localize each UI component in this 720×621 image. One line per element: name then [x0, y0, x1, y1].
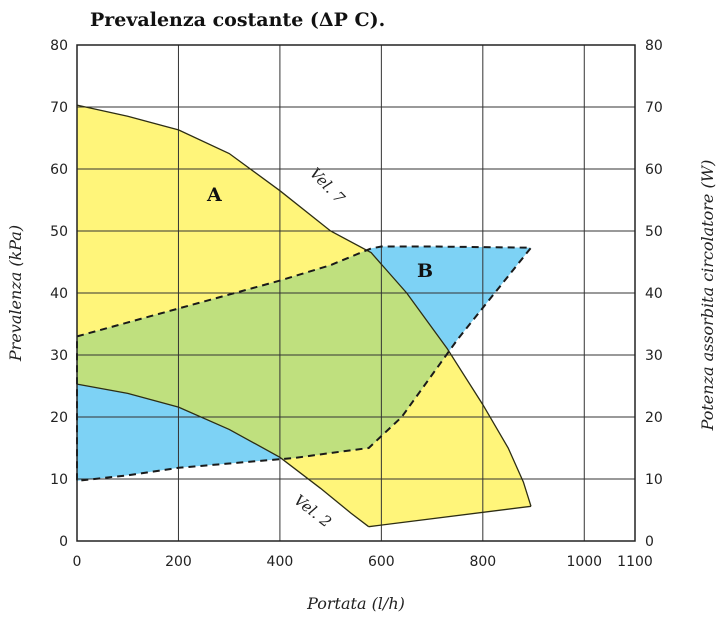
y-tick-label-0: 0	[59, 534, 68, 550]
vel7-label: Vel. 7	[306, 164, 349, 207]
x-tick-label-5: 1000	[566, 554, 602, 570]
region-a-closing-line	[368, 505, 532, 528]
region-a-label: A	[206, 184, 222, 206]
x-axis-label: Portata (l/h)	[306, 594, 405, 613]
y2-tick-label-8: 80	[645, 38, 663, 54]
y2-tick-label-4: 40	[645, 286, 663, 302]
region-b-boundary	[76, 245, 534, 483]
y2-tick-label-6: 60	[645, 162, 663, 178]
vel2-curve	[76, 383, 370, 528]
y2-axis-label: Potenza assorbita circolatore (W)	[698, 160, 717, 432]
x-tick-label-6: 1100	[617, 554, 653, 570]
y-tick-label-1: 10	[50, 472, 68, 488]
y2-tick-label-0: 0	[645, 534, 654, 550]
y-tick-label-7: 70	[50, 100, 68, 116]
y2-tick-label-3: 30	[645, 348, 663, 364]
x-tick-label-0: 0	[73, 554, 82, 570]
y2-tick-label-7: 70	[645, 100, 663, 116]
chart-curves	[76, 104, 534, 528]
y-tick-label-5: 50	[50, 224, 68, 240]
y2-tick-label-1: 10	[645, 472, 663, 488]
y2-tick-label-5: 50	[645, 224, 663, 240]
x-tick-label-1: 200	[165, 554, 192, 570]
y-tick-label-8: 80	[50, 38, 68, 54]
y-tick-label-2: 20	[50, 410, 68, 426]
x-tick-label-2: 400	[267, 554, 294, 570]
x-tick-label-3: 600	[368, 554, 395, 570]
y-tick-label-3: 30	[50, 348, 68, 364]
x-tick-label-4: 800	[469, 554, 496, 570]
chart-regions	[77, 105, 531, 527]
vel7-curve	[76, 104, 532, 507]
y-axis-label: Prevalenza (kPa)	[6, 225, 25, 362]
y-tick-label-6: 60	[50, 162, 68, 178]
region-b-label: B	[417, 260, 433, 282]
y-tick-label-4: 40	[50, 286, 68, 302]
y2-tick-label-2: 20	[645, 410, 663, 426]
vel2-label: Vel. 2	[291, 491, 335, 531]
plot-frame	[76, 44, 636, 542]
chart-title: Prevalenza costante (ΔP C).	[90, 9, 385, 31]
